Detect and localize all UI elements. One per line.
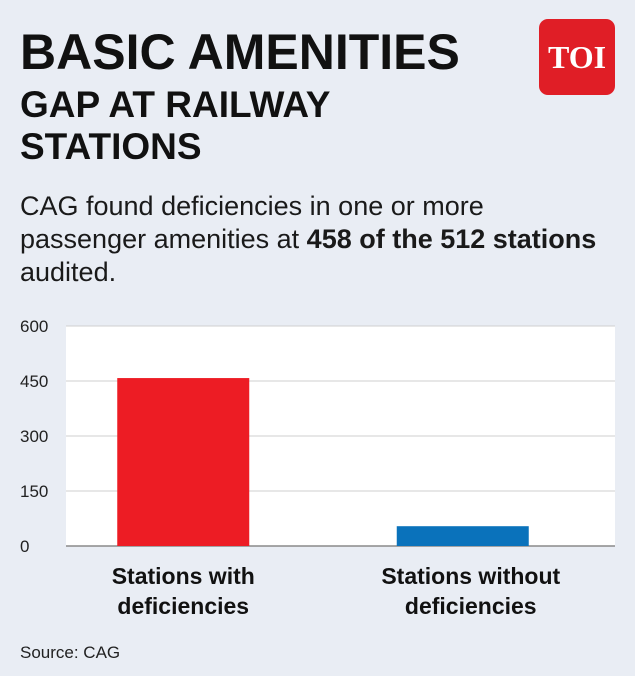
description-lead: CAG found deficiencies in one or more pa… bbox=[20, 191, 484, 254]
description: CAG found deficiencies in one or more pa… bbox=[20, 190, 610, 289]
x-category-label: deficiencies bbox=[405, 593, 537, 619]
description-highlight: 458 of the 512 stations bbox=[306, 224, 597, 254]
source-note: Source: CAG bbox=[20, 643, 121, 662]
y-tick-label: 450 bbox=[20, 372, 48, 391]
x-category-label: Stations without bbox=[381, 563, 560, 589]
x-category-label: Stations with bbox=[112, 563, 255, 589]
description-tail: audited. bbox=[20, 257, 117, 287]
y-tick-label: 600 bbox=[20, 317, 48, 336]
y-tick-label: 300 bbox=[20, 427, 48, 446]
bar bbox=[396, 526, 529, 546]
toi-logo: TOI bbox=[539, 19, 615, 95]
chart-title: BASIC AMENITIES bbox=[20, 24, 460, 80]
x-category-label: deficiencies bbox=[117, 593, 249, 619]
y-tick-label: 150 bbox=[20, 482, 48, 501]
bar bbox=[117, 378, 250, 546]
chart-subtitle: GAP AT RAILWAY STATIONS bbox=[20, 84, 330, 167]
y-tick-label: 0 bbox=[20, 537, 29, 556]
